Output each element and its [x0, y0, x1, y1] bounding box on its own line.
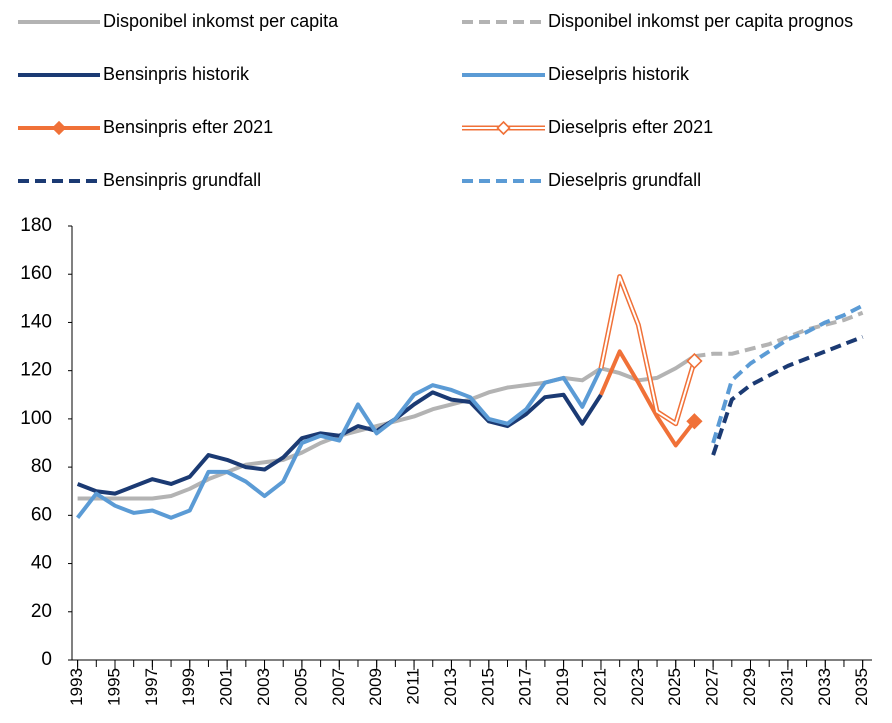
- legend-label: Dieselpris efter 2021: [548, 117, 713, 137]
- series-line: [711, 335, 864, 456]
- x-tick-label: 2023: [628, 668, 647, 706]
- y-tick-label: 20: [31, 601, 52, 622]
- y-tick-label: 80: [31, 456, 52, 477]
- x-tick-label: 2013: [441, 668, 460, 706]
- x-tick-label: 1999: [179, 668, 198, 706]
- legend-label: Disponibel inkomst per capita prognos: [548, 11, 853, 31]
- series-line: [599, 349, 697, 448]
- y-tick-label: 40: [31, 553, 52, 574]
- legend-label: Bensinpris historik: [103, 64, 250, 84]
- x-tick-label: 2035: [852, 668, 871, 706]
- x-tick-label: 2007: [329, 668, 348, 706]
- y-tick-label: 0: [41, 649, 52, 670]
- x-tick-label: 2011: [404, 668, 423, 705]
- point-marker: [686, 413, 703, 430]
- y-tick-label: 100: [20, 408, 52, 429]
- legend-label: Bensinpris grundfall: [103, 170, 261, 190]
- y-tick-label: 60: [31, 504, 52, 525]
- series-line-inner: [599, 275, 696, 425]
- series-line: [76, 390, 603, 496]
- x-tick-label: 2029: [740, 668, 759, 706]
- legend-label: Dieselpris historik: [548, 64, 690, 84]
- x-tick-label: 2021: [590, 668, 609, 706]
- x-tick-label: 2033: [815, 668, 834, 706]
- x-tick-label: 1997: [142, 668, 161, 706]
- x-tick-label: 2001: [217, 668, 236, 706]
- x-tick-label: 2031: [777, 668, 796, 706]
- x-tick-label: 2019: [553, 668, 572, 706]
- y-tick-label: 180: [20, 215, 52, 236]
- x-tick-label: 2009: [366, 668, 385, 706]
- point-marker: [686, 352, 703, 370]
- x-tick-label: 2017: [516, 668, 535, 706]
- x-tick-label: 2005: [291, 668, 310, 706]
- legend-label: Bensinpris efter 2021: [103, 117, 273, 137]
- y-tick-label: 160: [20, 263, 52, 284]
- x-tick-label: 1993: [67, 668, 86, 706]
- x-tick-label: 2015: [478, 668, 497, 706]
- y-tick-label: 120: [20, 360, 52, 381]
- series-line: [76, 367, 603, 520]
- x-tick-label: 2003: [254, 668, 273, 706]
- legend-label: Disponibel inkomst per capita: [103, 11, 339, 31]
- x-tick-label: 2027: [703, 668, 722, 706]
- legend-marker: [51, 120, 67, 136]
- legend-label: Dieselpris grundfall: [548, 170, 701, 190]
- series-line: [694, 310, 864, 359]
- y-tick-label: 140: [20, 311, 52, 332]
- series-line: [711, 303, 864, 444]
- x-tick-label: 1995: [104, 668, 123, 706]
- x-tick-label: 2025: [665, 668, 684, 706]
- legend-marker: [496, 120, 511, 136]
